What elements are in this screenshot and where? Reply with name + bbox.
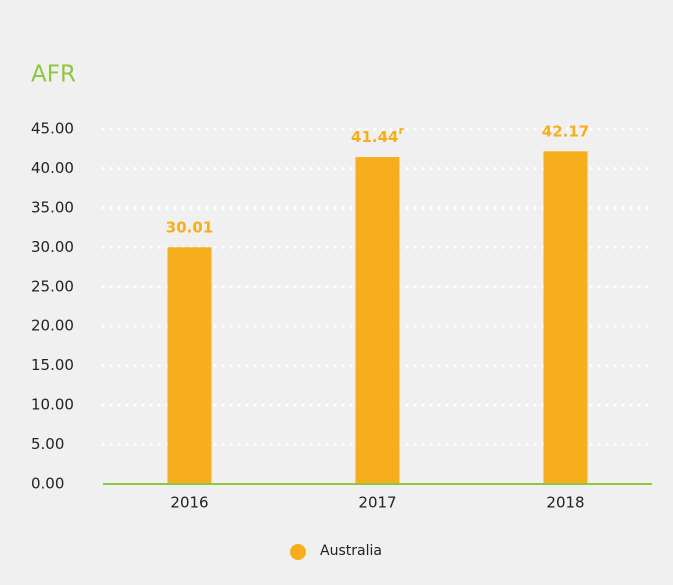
y-tick-label: 0.00 [31,475,64,493]
value-label-number: 30.01 [166,218,213,236]
y-tick-label: 45.00 [31,120,74,138]
value-label-number: 42.17 [542,122,589,140]
value-note: r [399,124,405,137]
x-tick-label: 2016 [170,494,208,512]
value-label: 42.17 [542,122,589,140]
x-tick-label: 2018 [546,494,584,512]
x-tick-label: 2017 [358,494,396,512]
value-label: 30.01 [166,218,213,236]
value-label: 41.44r [351,124,404,146]
y-tick-label: 30.00 [31,238,74,256]
y-tick-label: 5.00 [31,435,64,453]
y-tick-label: 35.00 [31,198,74,216]
bar [355,157,400,484]
y-tick-label: 10.00 [31,396,74,414]
y-tick-label: 20.00 [31,317,74,335]
bar [543,151,588,484]
y-tick-label: 25.00 [31,277,74,295]
chart-title: AFR [31,62,76,88]
value-label-number: 41.44 [351,128,398,146]
y-tick-label: 15.00 [31,356,74,374]
legend-label: Australia [320,543,382,559]
bar [167,247,212,484]
y-tick-label: 40.00 [31,159,74,177]
legend-marker [290,544,306,560]
